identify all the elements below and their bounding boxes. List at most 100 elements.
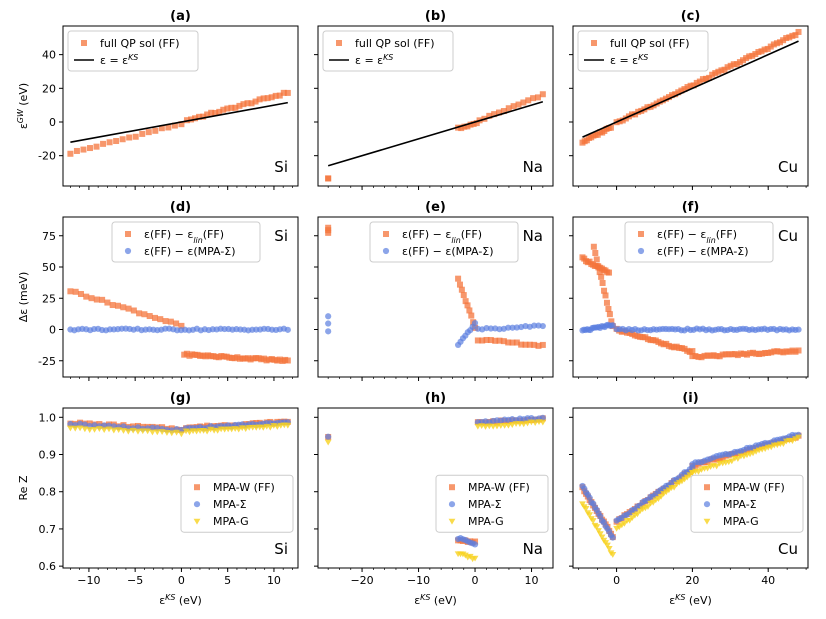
panel-title: (h) <box>425 391 446 406</box>
data-point <box>595 263 602 270</box>
legend-entry-label: MPA-Σ <box>213 498 247 511</box>
data-point <box>100 140 107 147</box>
data-point <box>508 422 516 428</box>
data-point <box>149 429 156 436</box>
x-axis-label: εKS (eV) <box>414 593 457 608</box>
x-tick-label: 5 <box>224 574 231 587</box>
data-point <box>86 427 94 433</box>
data-point <box>593 256 600 263</box>
x-tick-label: −10 <box>77 574 100 587</box>
legend-entry-label: MPA-W (FF) <box>723 481 785 494</box>
data-point <box>151 314 158 321</box>
data-point <box>146 313 153 320</box>
series-group <box>579 28 802 146</box>
data-point <box>755 49 762 56</box>
data-point <box>699 76 706 83</box>
data-point <box>208 109 215 116</box>
data-point <box>698 354 705 361</box>
x-axis-label: εKS (eV) <box>159 593 202 608</box>
data-point <box>256 96 263 103</box>
data-point <box>73 147 80 154</box>
data-point <box>220 106 227 113</box>
data-point <box>598 273 605 280</box>
legend-frame <box>322 30 454 72</box>
data-point <box>461 123 468 130</box>
data-point <box>260 95 267 102</box>
data-point <box>607 124 614 131</box>
data-point <box>756 351 763 358</box>
data-point <box>158 429 166 435</box>
legend-entry-label: MPA-W (FF) <box>468 481 530 494</box>
data-point <box>605 306 612 313</box>
x-tick-label: 40 <box>761 574 775 587</box>
data-point <box>120 428 127 434</box>
data-point <box>145 129 152 136</box>
data-point <box>240 101 247 108</box>
data-point <box>531 322 538 329</box>
data-point <box>276 92 283 99</box>
legend-frame <box>435 474 549 533</box>
data-point <box>168 430 176 437</box>
data-point <box>609 534 616 541</box>
y-tick-label: 25 <box>42 292 56 305</box>
data-point <box>786 34 793 41</box>
ks-reference-line <box>70 101 288 143</box>
axes-frame <box>62 216 299 378</box>
x-tick-label: 20 <box>685 574 699 587</box>
legend: MPA-W (FF) MPA-Σ MPA-G <box>435 474 549 533</box>
data-point <box>178 431 185 438</box>
data-point <box>761 46 768 53</box>
legend: full QP sol (FF) ε = εKS <box>322 30 454 72</box>
data-point <box>139 428 147 435</box>
legend-marker-square <box>336 40 342 46</box>
y-tick-label: 0.7 <box>39 523 57 536</box>
legend-marker-triangle <box>703 518 711 525</box>
data-point <box>203 428 211 435</box>
data-point <box>599 279 606 286</box>
data-point <box>244 100 251 107</box>
data-point <box>196 113 203 120</box>
data-point <box>81 426 89 433</box>
data-point <box>736 59 743 66</box>
data-point <box>792 32 799 39</box>
legend-entry-label: MPA-W (FF) <box>213 481 275 494</box>
data-point <box>101 422 108 429</box>
data-point <box>789 32 796 39</box>
data-point <box>734 456 742 462</box>
data-point <box>109 302 116 309</box>
data-point <box>619 117 626 124</box>
data-point <box>657 493 665 500</box>
data-point <box>534 94 541 101</box>
data-point <box>696 78 703 85</box>
data-point <box>520 421 528 428</box>
data-point <box>324 439 332 446</box>
axes-frame <box>572 407 809 569</box>
data-point <box>466 307 473 314</box>
legend-frame <box>690 474 804 533</box>
data-point <box>709 71 716 78</box>
data-point <box>162 318 169 325</box>
data-point <box>93 143 100 150</box>
data-point <box>171 122 178 129</box>
data-point <box>589 518 597 524</box>
data-point <box>539 322 546 330</box>
axes-frame <box>572 25 809 187</box>
data-point <box>780 349 787 356</box>
material-label: Cu <box>778 540 798 558</box>
data-point <box>71 425 79 432</box>
data-point <box>284 422 292 429</box>
data-point <box>728 351 735 358</box>
data-point <box>659 97 666 104</box>
data-point <box>152 127 159 134</box>
legend-marker-square <box>591 40 597 46</box>
series-group <box>324 414 547 563</box>
data-point <box>539 341 546 348</box>
data-point <box>268 94 275 101</box>
x-tick-label: 0 <box>472 574 479 587</box>
material-label: Si <box>274 540 288 558</box>
data-point <box>456 281 463 288</box>
data-point <box>165 124 172 131</box>
y-axis-label: Δε (meV) <box>17 272 30 323</box>
data-point <box>99 296 106 303</box>
data-point <box>713 456 720 463</box>
